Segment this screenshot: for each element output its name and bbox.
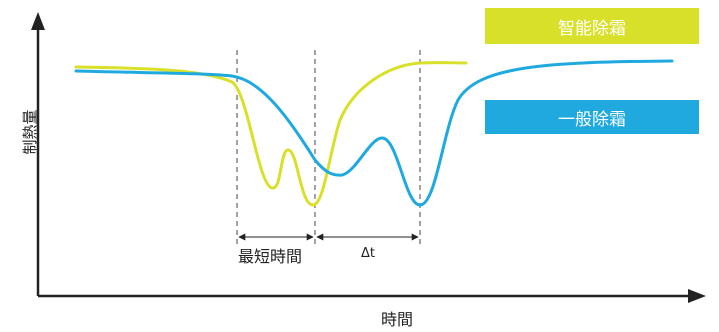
y-axis-arrow-icon xyxy=(31,12,45,30)
legend-smart-defrost-label: 智能除霜 xyxy=(558,18,626,39)
legend-smart-defrost: 智能除霜 xyxy=(485,8,699,44)
y-axis-label: 制熱量 xyxy=(21,109,39,155)
legend-normal-defrost-label: 一般除霜 xyxy=(558,109,626,130)
x-axis-label: 時間 xyxy=(381,310,414,329)
x-axis-arrow-icon xyxy=(688,289,706,303)
legend-normal-defrost: 一般除霜 xyxy=(485,100,699,134)
smart-defrost-curve xyxy=(74,61,468,207)
normal-defrost-curve xyxy=(74,59,674,207)
delta-t-label: Δt xyxy=(361,246,375,261)
min-time-label: 最短時間 xyxy=(238,247,303,266)
